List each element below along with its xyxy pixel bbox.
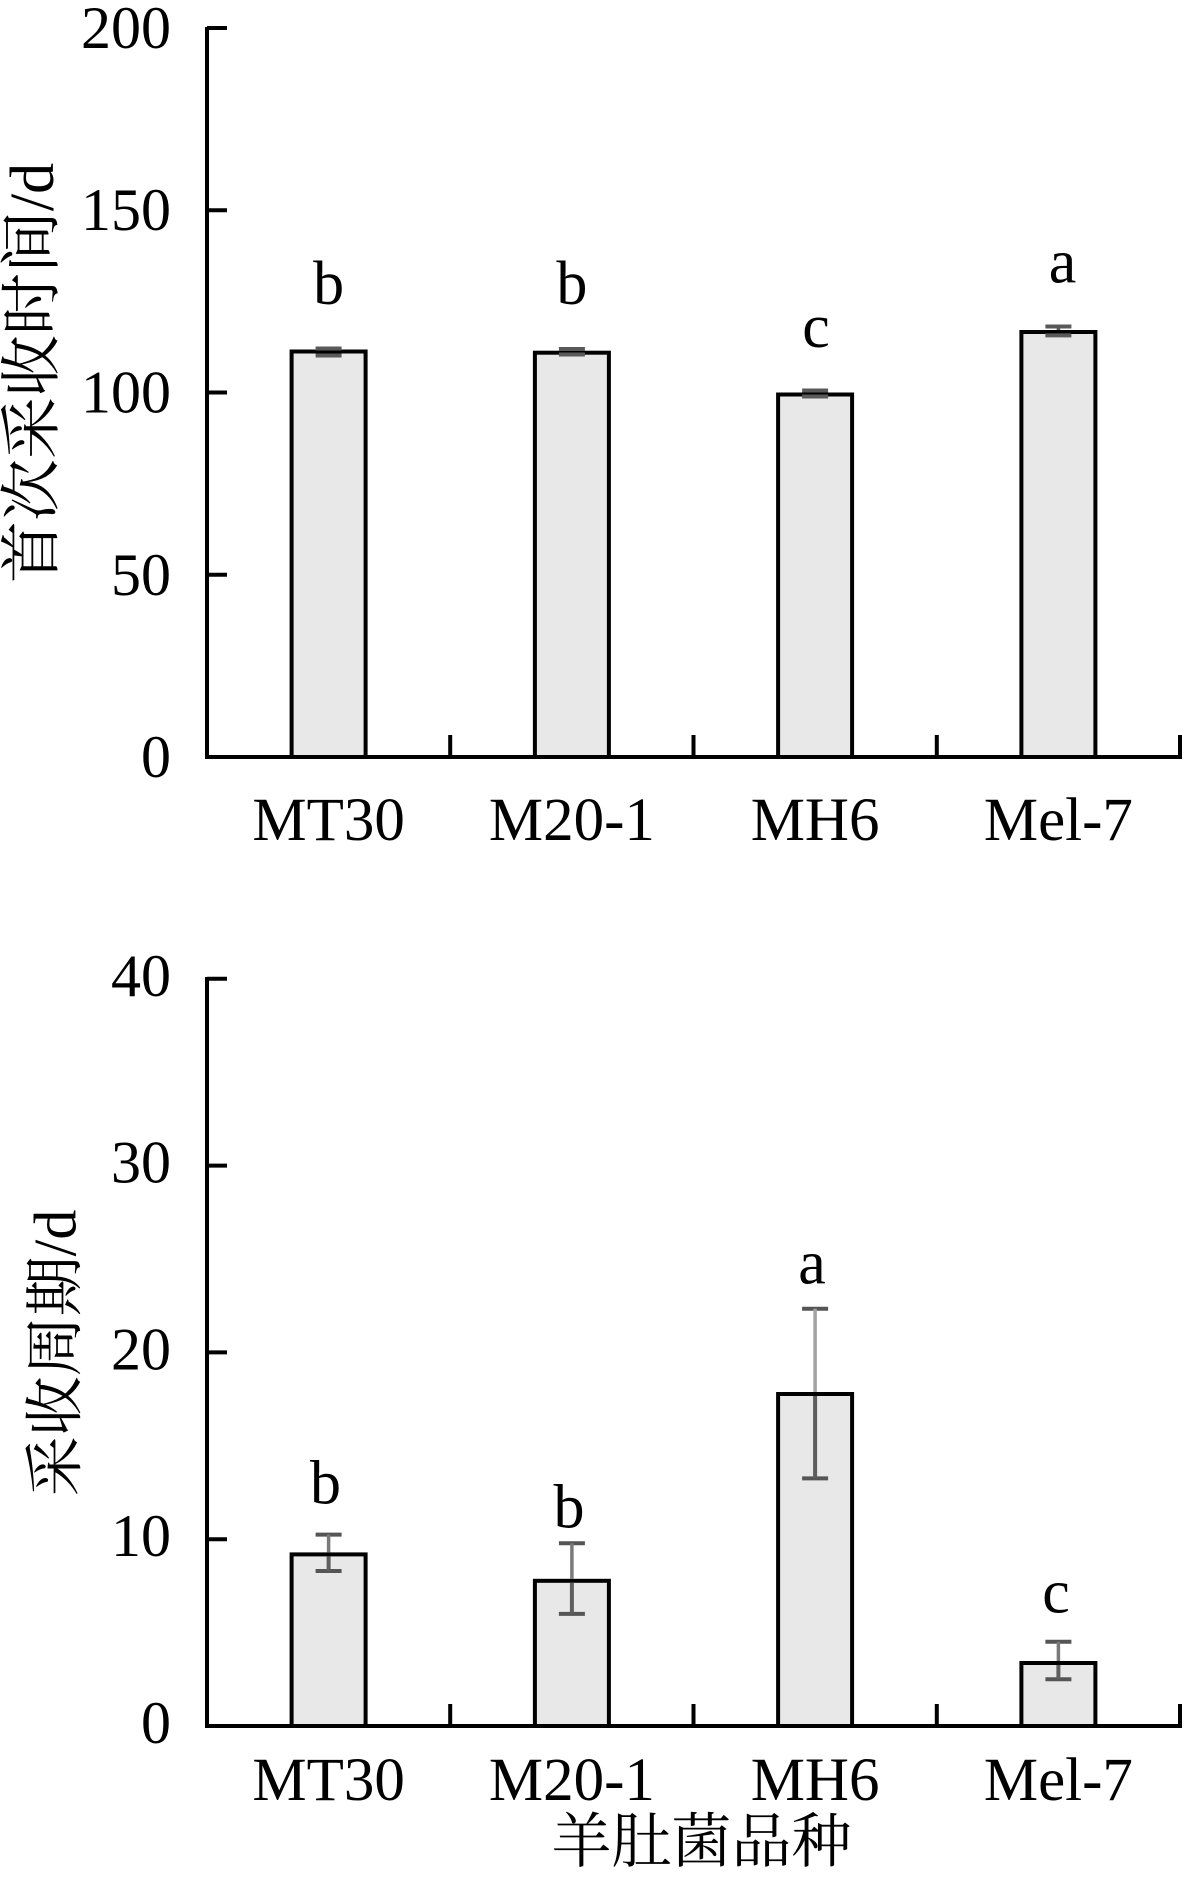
- svg-text:0: 0: [141, 1690, 171, 1756]
- svg-text:200: 200: [81, 0, 171, 61]
- svg-text:MT30: MT30: [252, 787, 405, 854]
- svg-text:M20-1: M20-1: [489, 1747, 655, 1814]
- svg-text:MH6: MH6: [751, 1747, 880, 1814]
- svg-text:Mel-7: Mel-7: [984, 787, 1133, 854]
- svg-text:b: b: [313, 250, 344, 318]
- svg-text:150: 150: [81, 177, 171, 243]
- svg-text:b: b: [554, 1473, 585, 1541]
- svg-text:Mel-7: Mel-7: [984, 1747, 1133, 1814]
- svg-text:M20-1: M20-1: [489, 787, 655, 854]
- svg-text:0: 0: [141, 724, 171, 790]
- svg-text:c: c: [802, 293, 830, 361]
- svg-text:/d: /d: [23, 1210, 89, 1257]
- svg-text:b: b: [556, 250, 587, 318]
- svg-text:/d: /d: [0, 163, 67, 211]
- svg-text:10: 10: [111, 1503, 171, 1569]
- svg-text:30: 30: [111, 1130, 171, 1196]
- svg-text:40: 40: [111, 943, 171, 1009]
- svg-text:MH6: MH6: [751, 787, 880, 854]
- svg-text:c: c: [1042, 1558, 1070, 1626]
- svg-text:a: a: [1049, 229, 1077, 297]
- svg-text:a: a: [798, 1229, 826, 1297]
- svg-text:MT30: MT30: [252, 1747, 405, 1814]
- svg-text:b: b: [310, 1450, 341, 1518]
- svg-text:50: 50: [111, 542, 171, 608]
- svg-text:20: 20: [111, 1316, 171, 1382]
- svg-text:100: 100: [81, 360, 171, 426]
